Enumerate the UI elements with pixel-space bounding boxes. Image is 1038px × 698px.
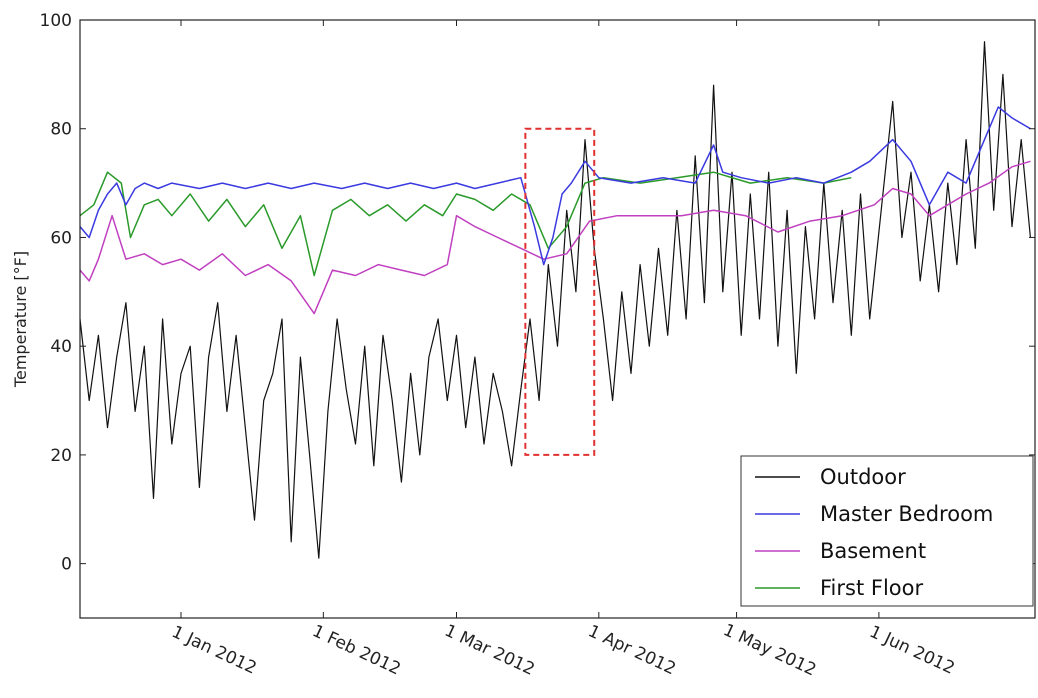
x-tick-label: 1 May 2012 (720, 620, 819, 680)
y-tick-label: 60 (50, 228, 72, 248)
legend-label: First Floor (820, 576, 923, 600)
series-line-first-floor (79, 171, 852, 277)
legend-label: Basement (820, 539, 926, 563)
highlight-box (524, 127, 596, 456)
x-tick-label: 1 Jun 2012 (866, 622, 957, 679)
legend-label: Outdoor (820, 465, 906, 489)
y-tick-label: 80 (50, 120, 72, 140)
legend-items: Outdoor Master Bedroom Basement First Floor (755, 465, 993, 600)
x-tick-label: 1 Apr 2012 (585, 621, 679, 679)
legend: Outdoor Master Bedroom Basement First Floor (740, 455, 1034, 607)
y-axis: 0 20 40 60 80 100 (40, 11, 1035, 575)
y-tick-label: 100 (40, 11, 72, 31)
y-tick-label: 20 (50, 446, 72, 466)
legend-box (740, 455, 1034, 607)
y-tick-label: 0 (61, 555, 72, 575)
series-line-basement (79, 160, 1031, 315)
series-line-outdoor (79, 41, 1031, 559)
plot-frame (79, 19, 1036, 619)
legend-label: Master Bedroom (820, 502, 993, 526)
x-tick-label: 1 Jan 2012 (169, 622, 260, 679)
x-tick-label: 1 Feb 2012 (309, 621, 404, 679)
series-layer (79, 41, 1031, 559)
y-tick-label: 40 (50, 337, 72, 357)
series-line-master-bedroom (79, 106, 1031, 266)
y-axis-label: Temperature [°F] (11, 251, 30, 388)
x-tick-label: 1 Mar 2012 (441, 621, 537, 680)
